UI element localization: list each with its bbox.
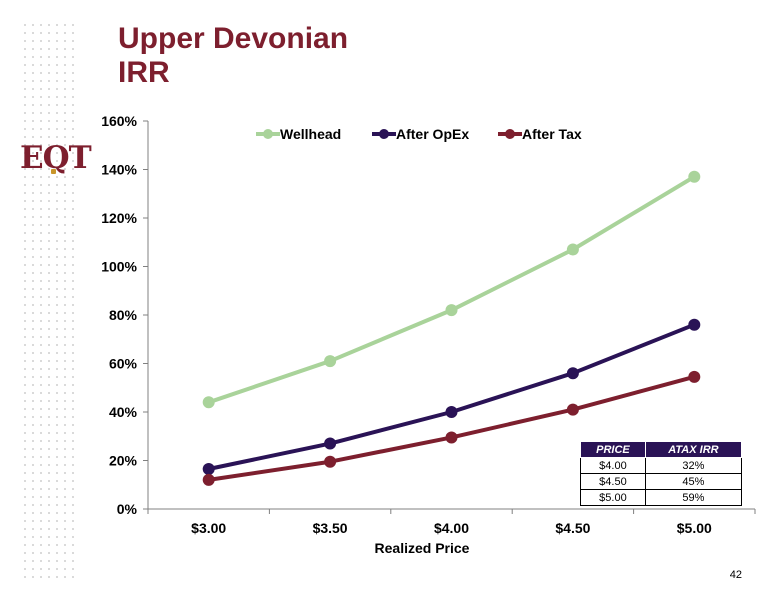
chart-series xyxy=(202,170,701,486)
legend-label-after_tax: After Tax xyxy=(522,126,582,142)
table-cell-price: $5.00 xyxy=(580,489,646,506)
data-point-wellhead xyxy=(688,170,701,183)
y-tick-label: 100% xyxy=(101,259,137,275)
legend-marker-after_opex xyxy=(379,129,389,139)
table-cell-price: $4.00 xyxy=(580,457,646,474)
legend-label-wellhead: Wellhead xyxy=(280,126,341,142)
logo-accent-dot xyxy=(51,169,56,174)
legend-label-after_opex: After OpEx xyxy=(396,126,469,142)
y-tick-label: 40% xyxy=(109,404,138,420)
data-point-wellhead xyxy=(445,304,458,317)
data-point-after_opex xyxy=(445,406,458,418)
title-line-2: IRR xyxy=(118,56,170,89)
table-row: $4.00 32% xyxy=(580,457,743,474)
data-point-after_tax xyxy=(324,455,337,468)
data-point-after_opex xyxy=(688,318,701,331)
data-point-after_opex xyxy=(566,367,579,380)
legend-marker-after_tax xyxy=(505,129,515,139)
data-point-wellhead xyxy=(566,243,579,256)
x-tick-label: $5.00 xyxy=(677,520,712,536)
data-point-after_tax xyxy=(445,431,458,444)
page-number: 42 xyxy=(729,569,742,581)
y-tick-label: 80% xyxy=(109,307,138,323)
table-cell-irr: 45% xyxy=(644,473,743,490)
x-tick-label: $4.00 xyxy=(434,520,469,536)
data-point-wellhead xyxy=(324,355,337,368)
table-row: $5.00 59% xyxy=(580,489,743,506)
series-line-wellhead xyxy=(208,175,696,405)
page-title: Upper Devonian IRR xyxy=(118,22,348,90)
y-axis-ticks: 0% 20% 40% 60% 80% 100% 120% 140% 160% xyxy=(101,113,148,517)
table-cell-irr: 32% xyxy=(644,457,743,474)
data-point-after_tax xyxy=(202,473,215,486)
data-point-wellhead xyxy=(202,396,215,409)
x-axis-title: Realized Price xyxy=(375,540,470,556)
eqt-logo: EQT xyxy=(20,140,92,176)
y-tick-label: 120% xyxy=(101,210,137,226)
data-point-after_tax xyxy=(688,370,701,383)
table-header-price: PRICE xyxy=(580,441,646,458)
data-point-after_opex xyxy=(324,437,337,450)
y-tick-label: 140% xyxy=(101,162,137,178)
x-tick-label: $3.50 xyxy=(313,520,348,536)
y-tick-label: 20% xyxy=(109,453,138,469)
table-cell-irr: 59% xyxy=(644,489,743,506)
table-row: $4.50 45% xyxy=(580,473,743,490)
legend-marker-wellhead xyxy=(263,129,273,139)
table-header-atax-irr: ATAX IRR xyxy=(644,441,743,458)
table-cell-price: $4.50 xyxy=(580,473,646,490)
chart-legend: Wellhead After OpEx After Tax xyxy=(256,126,582,142)
data-point-after_opex xyxy=(202,462,215,475)
title-line-1: Upper Devonian xyxy=(118,22,349,55)
table-header-row: PRICE ATAX IRR xyxy=(580,441,743,458)
y-tick-label: 60% xyxy=(109,356,138,372)
dot-pattern-decoration xyxy=(24,24,74,578)
y-tick-label: 0% xyxy=(117,501,138,517)
x-tick-label: $3.00 xyxy=(191,520,226,536)
data-point-after_tax xyxy=(566,403,579,416)
atax-irr-table: PRICE ATAX IRR $4.00 32% $4.50 45% $5.00… xyxy=(580,441,743,506)
x-axis-ticks: $3.00 $3.50 $4.00 $4.50 $5.00 xyxy=(147,509,756,536)
x-tick-label: $4.50 xyxy=(555,520,590,536)
y-tick-label: 160% xyxy=(101,113,137,129)
